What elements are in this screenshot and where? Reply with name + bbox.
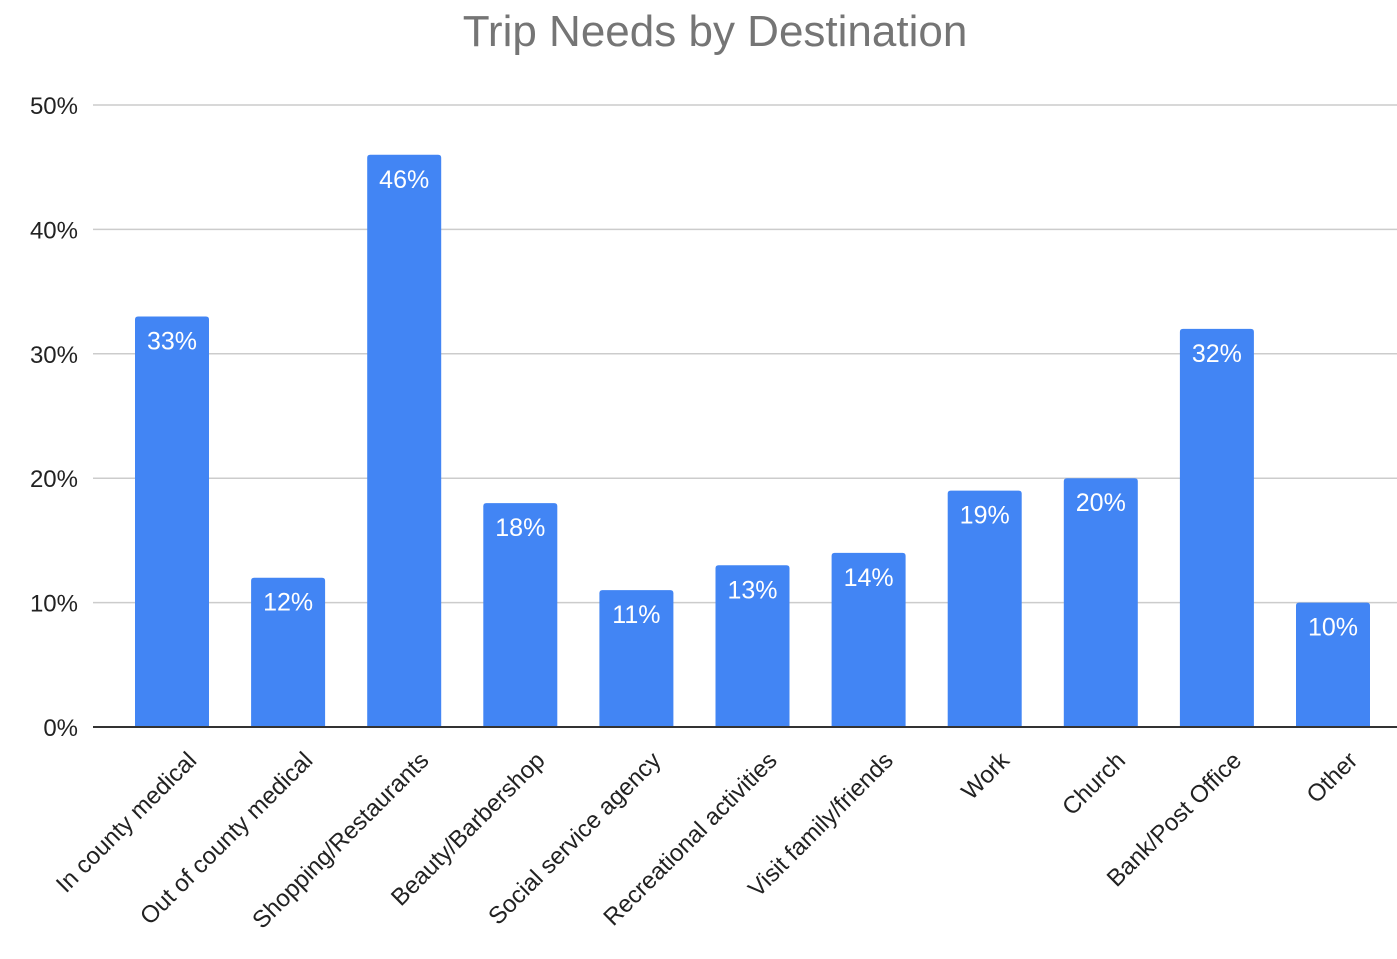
data-label: 11%: [612, 601, 660, 629]
data-label: 32%: [1192, 340, 1242, 368]
x-tick-label: Church: [1057, 747, 1131, 821]
bar: [1179, 328, 1254, 727]
y-tick-label: 20%: [30, 466, 78, 493]
bar: [831, 552, 906, 727]
bar: [135, 316, 209, 727]
data-label: 12%: [263, 589, 313, 617]
bar: [715, 565, 790, 727]
bar: [599, 590, 674, 727]
data-label: 19%: [960, 502, 1010, 530]
y-axis: 0% 10% 20% 30% 40% 50%: [30, 93, 78, 742]
bars: [135, 154, 1370, 727]
bar: [947, 490, 1022, 727]
bar: [1063, 478, 1138, 727]
y-tick-label: 40%: [30, 217, 78, 244]
y-tick-label: 30%: [30, 342, 78, 369]
gridlines: [93, 104, 1397, 604]
x-tick-label: Other: [1302, 747, 1364, 809]
bar: [1296, 602, 1370, 727]
data-label: 14%: [844, 564, 894, 592]
x-tick-label: Work: [956, 746, 1015, 805]
y-tick-label: 0%: [43, 715, 78, 742]
data-label: 10%: [1308, 614, 1358, 642]
data-label: 18%: [495, 514, 545, 542]
bar: [251, 577, 326, 727]
bar: [367, 154, 442, 727]
data-label: 33%: [147, 327, 197, 355]
data-label: 46%: [379, 166, 429, 194]
chart-title: Trip Needs by Destination: [463, 7, 968, 56]
bar: [483, 503, 558, 727]
data-labels: 33% 12% 46% 18% 11% 13% 14% 19% 20% 32% 10%: [147, 166, 1358, 642]
y-tick-label: 10%: [30, 591, 78, 618]
data-label: 13%: [727, 576, 777, 604]
data-label: 20%: [1076, 489, 1126, 517]
y-tick-label: 50%: [30, 93, 78, 120]
